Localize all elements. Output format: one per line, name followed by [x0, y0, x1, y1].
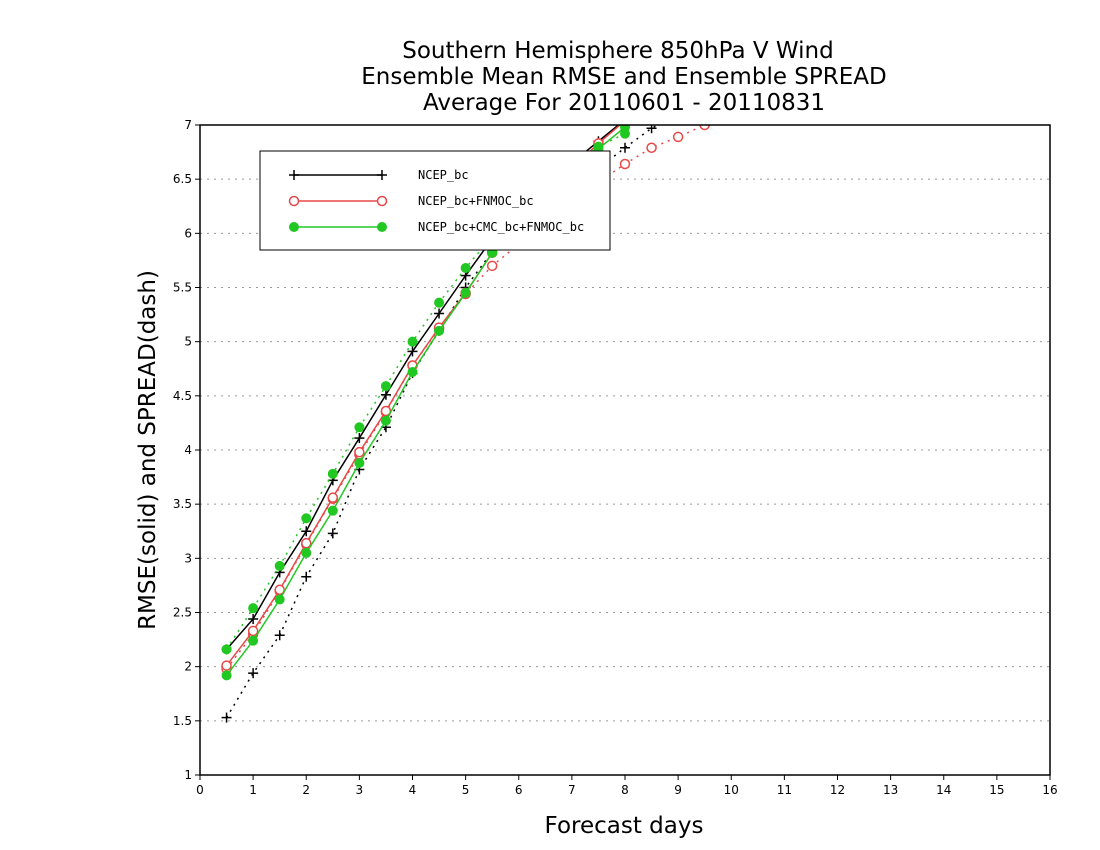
- x-tick-label-3: 3: [356, 783, 364, 797]
- y-axis-title: RMSE(solid) and SPREAD(dash): [135, 270, 161, 630]
- legend-marker-ncep-cmc-fnmoc-left: [289, 222, 299, 232]
- legend-marker-ncep-bc-left: [289, 170, 299, 180]
- ncep-bc-fnmoc-bc-rmse-point-4: [327, 492, 339, 503]
- legend-label-ncep-bc: NCEP_bc: [418, 168, 469, 182]
- ncep-bc-spread-point-15: [620, 142, 630, 153]
- ncep-bc-cmc-bc-fnmoc-bc-spread-point-5: [354, 422, 365, 433]
- legend-marker-ncep-cmc-fnmoc-right: [377, 222, 387, 232]
- ncep-bc-cmc-bc-fnmoc-bc-spread-point-9: [460, 263, 471, 273]
- legend-marker-ncep-fnmoc-left: [288, 195, 300, 207]
- x-axis-title: Forecast days: [545, 813, 704, 839]
- ncep-bc-cmc-bc-fnmoc-bc-rmse-point-0: [221, 670, 232, 681]
- chart-title-line-3: Average For 20110601 - 20110831: [423, 90, 825, 116]
- x-tick-label-16: 16: [1042, 783, 1057, 797]
- ncep-bc-fnmoc-bc-rmse-point-1: [247, 625, 259, 637]
- ncep-bc-fnmoc-bc-spread-point-15: [619, 158, 631, 170]
- y-tick-label-11: 6.5: [173, 172, 192, 186]
- ncep-bc-cmc-bc-fnmoc-bc-spread-point-8: [434, 297, 445, 308]
- x-tick-label-15: 15: [989, 783, 1004, 797]
- y-tick-label-2: 2: [184, 660, 192, 674]
- ncep-bc-fnmoc-bc-spread-point-16: [646, 142, 657, 153]
- ncep-bc-cmc-bc-fnmoc-bc-rmse-point-8: [434, 325, 445, 336]
- ncep-bc-rmse-point-7: [407, 346, 418, 357]
- y-tick-label-3: 2.5: [173, 606, 192, 620]
- x-tick-label-13: 13: [883, 783, 898, 797]
- ncep-bc-rmse-point-3: [301, 526, 312, 537]
- x-tick-label-5: 5: [462, 783, 470, 797]
- ncep-bc-fnmoc-bc-spread-point-17: [672, 131, 684, 143]
- x-tick-label-1: 1: [249, 783, 257, 797]
- y-tick-label-12: 7: [184, 118, 192, 132]
- ncep-bc-cmc-bc-fnmoc-bc-rmse-point-7: [407, 367, 418, 377]
- ncep-bc-cmc-bc-fnmoc-bc-rmse-point-15: [620, 125, 630, 133]
- y-tick-label-1: 1.5: [173, 714, 192, 728]
- ncep-bc-cmc-bc-fnmoc-bc-rmse-point-1: [248, 635, 259, 646]
- legend-marker-ncep-fnmoc-right: [376, 195, 388, 207]
- ncep-bc-cmc-bc-fnmoc-bc-spread-point-1: [248, 603, 259, 614]
- ncep-bc-fnmoc-bc-rmse-point-15: [622, 125, 628, 126]
- ncep-bc-spread-point-16: [646, 125, 657, 134]
- gridlines: [200, 178, 1050, 722]
- ncep-bc-cmc-bc-fnmoc-bc-rmse-point-2: [274, 594, 285, 605]
- ncep-bc-cmc-bc-fnmoc-bc-rmse-point-9: [460, 287, 471, 298]
- legend-label-ncep-fnmoc: NCEP_bc+FNMOC_bc: [418, 194, 534, 208]
- x-tick-label-8: 8: [621, 783, 629, 797]
- ncep-bc-cmc-bc-fnmoc-bc-spread-point-6: [380, 381, 391, 392]
- y-tick-label-0: 1: [184, 768, 192, 782]
- y-tick-label-6: 4: [184, 443, 192, 457]
- y-tick-label-9: 5.5: [173, 281, 192, 295]
- x-tick-label-12: 12: [830, 783, 845, 797]
- y-tick-label-10: 6: [184, 226, 192, 240]
- ncep-bc-spread-point-4: [327, 528, 338, 539]
- x-tick-label-0: 0: [196, 783, 204, 797]
- y-tick-label-8: 5: [184, 335, 192, 349]
- ncep-bc-rmse-point-15: [620, 115, 630, 125]
- x-tick-label-10: 10: [724, 783, 739, 797]
- x-tick-label-4: 4: [409, 783, 417, 797]
- legend-label-ncep-cmc-fnmoc: NCEP_bc+CMC_bc+FNMOC_bc: [418, 220, 584, 234]
- ncep-bc-spread-point-1: [248, 668, 259, 679]
- x-tick-label-7: 7: [568, 783, 576, 797]
- axis-ticks: 11.522.533.544.555.566.570 1 2 3 4 5 6 7 8 9 10 11 1…: [173, 118, 1058, 797]
- ncep-bc-cmc-bc-fnmoc-bc-rmse-point-4: [327, 505, 338, 516]
- ncep-bc-cmc-bc-fnmoc-bc-spread-line: [225, 132, 626, 650]
- ncep-bc-fnmoc-bc-rmse-point-0: [221, 660, 232, 671]
- ncep-bc-fnmoc-bc-spread-point-10: [486, 260, 498, 272]
- ncep-bc-fnmoc-bc-rmse-point-2: [274, 584, 285, 595]
- legend-marker-ncep-bc-right: [377, 170, 387, 180]
- ncep-bc-fnmoc-bc-rmse-point-5: [354, 446, 365, 458]
- y-tick-label-4: 3: [184, 551, 192, 565]
- ncep-bc-fnmoc-bc-spread-point-18: [699, 125, 710, 131]
- y-tick-label-7: 4.5: [173, 389, 192, 403]
- ncep-bc-fnmoc-bc-rmse-point-3: [301, 537, 312, 549]
- ncep-bc-cmc-bc-fnmoc-bc-spread-point-7: [407, 336, 418, 347]
- ncep-bc-rmse-point-1: [248, 614, 259, 624]
- x-tick-label-14: 14: [936, 783, 951, 797]
- ncep-bc-cmc-bc-fnmoc-bc-rmse-point-5: [354, 458, 365, 468]
- ncep-bc-cmc-bc-fnmoc-bc-rmse-point-3: [301, 547, 312, 558]
- ncep-bc-cmc-bc-fnmoc-bc-rmse-point-6: [380, 415, 391, 426]
- x-tick-label-11: 11: [777, 783, 792, 797]
- x-tick-label-9: 9: [674, 783, 682, 797]
- ncep-bc-cmc-bc-fnmoc-bc-spread-point-4: [327, 468, 338, 479]
- ncep-bc-rmse-point-6: [380, 389, 391, 400]
- ncep-bc-cmc-bc-fnmoc-bc-spread-point-3: [301, 513, 312, 524]
- ncep-bc-cmc-bc-fnmoc-bc-spread-point-0: [221, 644, 232, 655]
- legend: NCEP_bc NCEP_bc+FNMOC_bc NCEP_bc+CMC_bc+…: [259, 150, 611, 251]
- ncep-bc-cmc-bc-fnmoc-bc-spread-point-2: [274, 560, 285, 571]
- ncep-bc-spread-point-2: [274, 630, 285, 641]
- ncep-bc-spread-point-0: [221, 712, 232, 723]
- x-tick-label-2: 2: [302, 783, 310, 797]
- chart-title-line-1: Southern Hemisphere 850hPa V Wind: [402, 38, 833, 64]
- ncep-bc-cmc-bc-fnmoc-bc-rmse: [221, 125, 630, 681]
- chart-title-line-2: Ensemble Mean RMSE and Ensemble SPREAD: [361, 64, 886, 90]
- ncep-bc-rmse-point-5: [354, 433, 365, 444]
- ncep-bc-spread-point-3: [301, 571, 312, 582]
- ncep-bc-rmse-point-8: [434, 308, 445, 319]
- y-tick-label-5: 3.5: [173, 497, 192, 511]
- x-tick-label-6: 6: [515, 783, 523, 797]
